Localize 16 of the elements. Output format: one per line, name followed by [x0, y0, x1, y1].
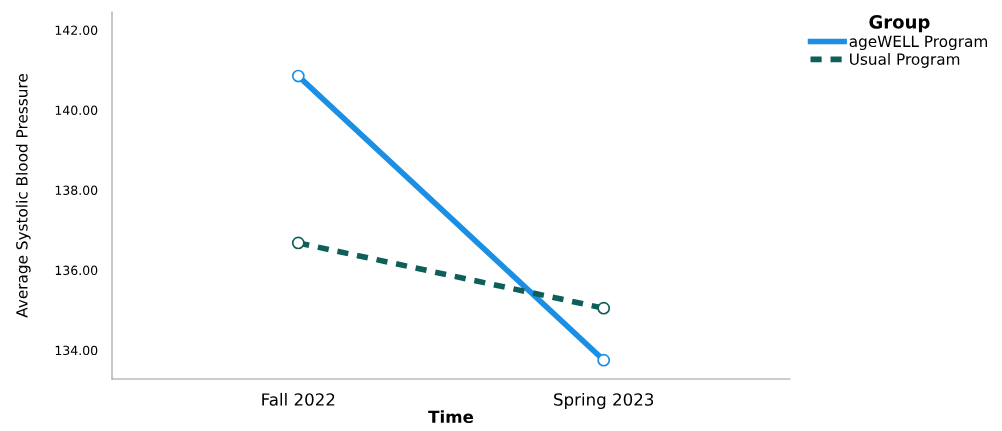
legend-title: Group [869, 15, 930, 33]
y-tick-label: 136.00 [55, 265, 98, 276]
y-axis-title: Average Systolic Blood Pressure [15, 74, 31, 318]
legend-label: Usual Program [850, 53, 960, 68]
y-tick-label: 142.00 [55, 25, 98, 35]
point [597, 353, 611, 367]
legend-label: ageWELL Program [849, 35, 987, 51]
x-axis-title: Time [428, 410, 474, 424]
y-tick-label: 140.00 [55, 105, 98, 115]
point [597, 301, 611, 315]
x-tick-label: Spring 2023 [554, 392, 654, 410]
point [291, 69, 305, 83]
x-tick-label: Fall 2022 [262, 392, 335, 406]
y-tick-label: 134.00 [55, 345, 98, 356]
y-tick-label: 138.00 [55, 185, 98, 196]
point [291, 236, 305, 250]
